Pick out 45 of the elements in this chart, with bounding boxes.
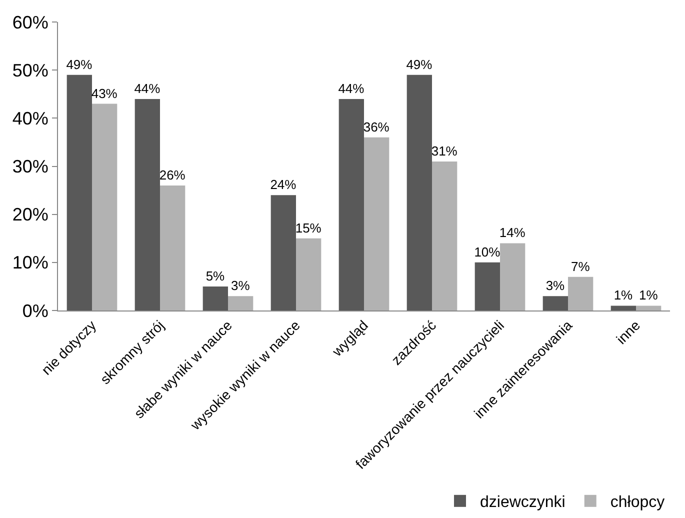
data-label: 7% xyxy=(570,258,590,274)
bar xyxy=(474,262,500,311)
data-label: 15% xyxy=(295,220,322,236)
data-label: 1% xyxy=(638,288,658,303)
bar xyxy=(568,276,594,311)
bar xyxy=(296,238,322,311)
y-tick-label: 20% xyxy=(12,204,48,225)
bar xyxy=(134,98,160,311)
bar xyxy=(228,296,254,311)
bar xyxy=(66,74,92,311)
bar xyxy=(92,104,118,311)
y-tick-label: 0% xyxy=(22,300,48,321)
legend-label: chłopcy xyxy=(610,494,665,512)
data-label: 3% xyxy=(546,278,566,294)
y-tick-label: 60% xyxy=(12,12,48,32)
bar xyxy=(610,306,636,311)
bar xyxy=(160,185,186,311)
data-label: 14% xyxy=(499,225,526,240)
y-tick-label: 50% xyxy=(12,60,48,80)
bar xyxy=(270,195,296,311)
y-tick-label: 10% xyxy=(12,252,48,273)
bar xyxy=(338,98,364,311)
bar xyxy=(364,137,390,311)
x-tick-label: inne xyxy=(613,316,644,348)
data-label: 49% xyxy=(66,56,93,72)
bar xyxy=(542,296,568,311)
bar xyxy=(432,161,458,311)
data-label: 31% xyxy=(431,143,458,158)
data-label: 44% xyxy=(134,80,161,96)
bar xyxy=(406,74,432,311)
data-label: 26% xyxy=(159,167,186,182)
data-label: 36% xyxy=(363,119,390,134)
data-label: 49% xyxy=(406,56,433,72)
data-label: 3% xyxy=(230,278,250,294)
data-label: 5% xyxy=(206,268,226,284)
data-label: 44% xyxy=(338,80,365,96)
y-tick-label: 40% xyxy=(12,108,48,128)
bar xyxy=(202,286,228,311)
data-label: 1% xyxy=(614,288,634,303)
bar xyxy=(636,306,662,311)
y-tick-label: 30% xyxy=(12,156,48,177)
data-label: 24% xyxy=(270,177,297,192)
bar xyxy=(500,243,526,311)
legend-label: dziewczynki xyxy=(480,494,566,512)
data-label: 10% xyxy=(474,244,501,260)
